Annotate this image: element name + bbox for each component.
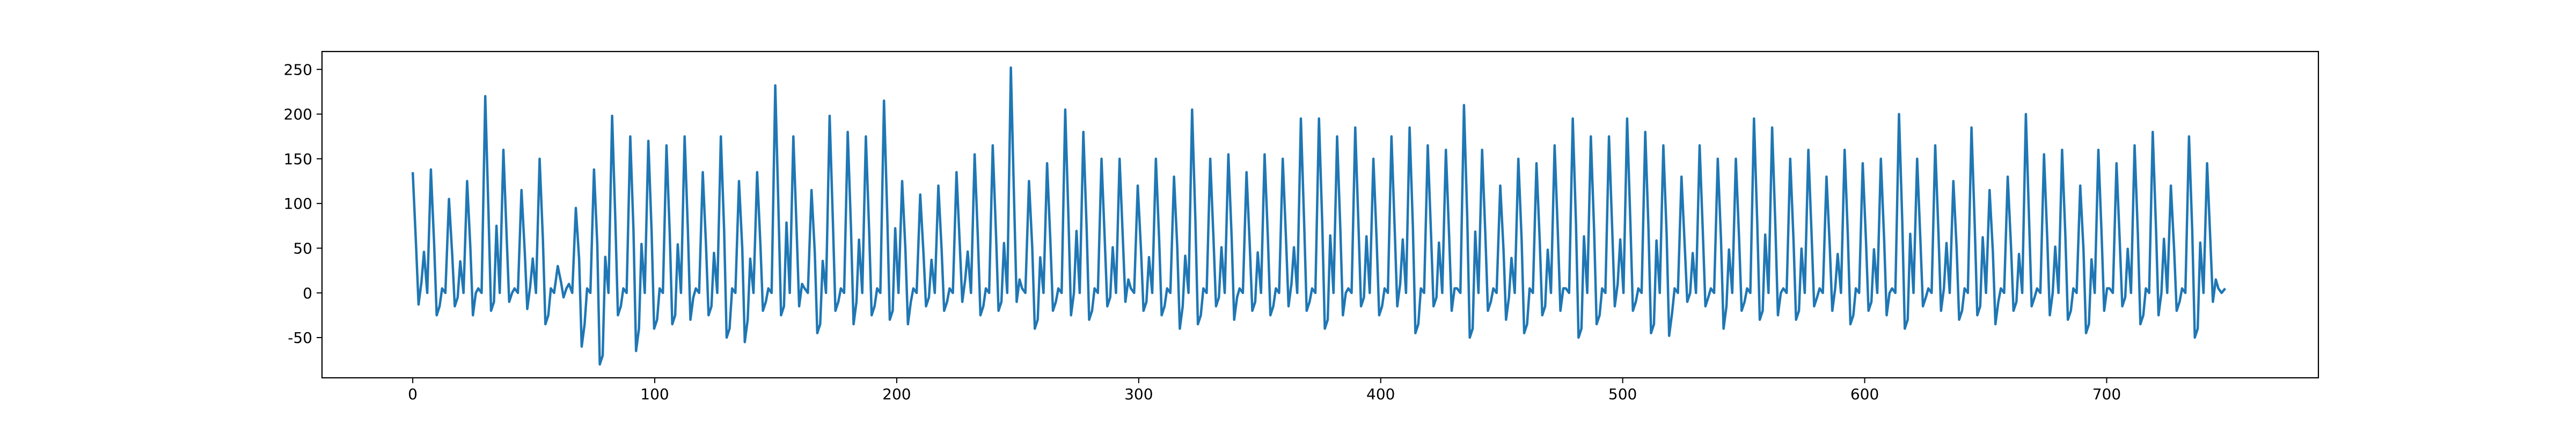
y-tick-label: 250 bbox=[284, 61, 312, 78]
x-tick-label: 600 bbox=[1850, 385, 1879, 403]
y-tick-label: 0 bbox=[303, 284, 312, 302]
series-line-0 bbox=[411, 66, 2227, 366]
x-tick-label: 0 bbox=[408, 385, 418, 403]
y-tick-label: 200 bbox=[284, 106, 312, 123]
x-axis: 0 100 200 300 400 500 600 700 bbox=[408, 378, 2121, 403]
x-tick-label: 400 bbox=[1366, 385, 1395, 403]
y-tick-label: 150 bbox=[284, 150, 312, 168]
series-layer bbox=[411, 66, 2227, 366]
plot-frame bbox=[321, 50, 2319, 379]
x-tick-label: 700 bbox=[2092, 385, 2121, 403]
y-tick-label: 100 bbox=[284, 195, 312, 213]
x-tick-label: 100 bbox=[640, 385, 669, 403]
y-axis: -50 0 50 100 150 200 250 bbox=[284, 61, 322, 347]
x-tick-label: 300 bbox=[1124, 385, 1153, 403]
y-tick-label: 50 bbox=[293, 239, 312, 257]
x-tick-label: 500 bbox=[1608, 385, 1637, 403]
x-tick-label: 200 bbox=[882, 385, 911, 403]
plot-area bbox=[322, 52, 2318, 378]
y-tick-label: -50 bbox=[288, 329, 312, 347]
